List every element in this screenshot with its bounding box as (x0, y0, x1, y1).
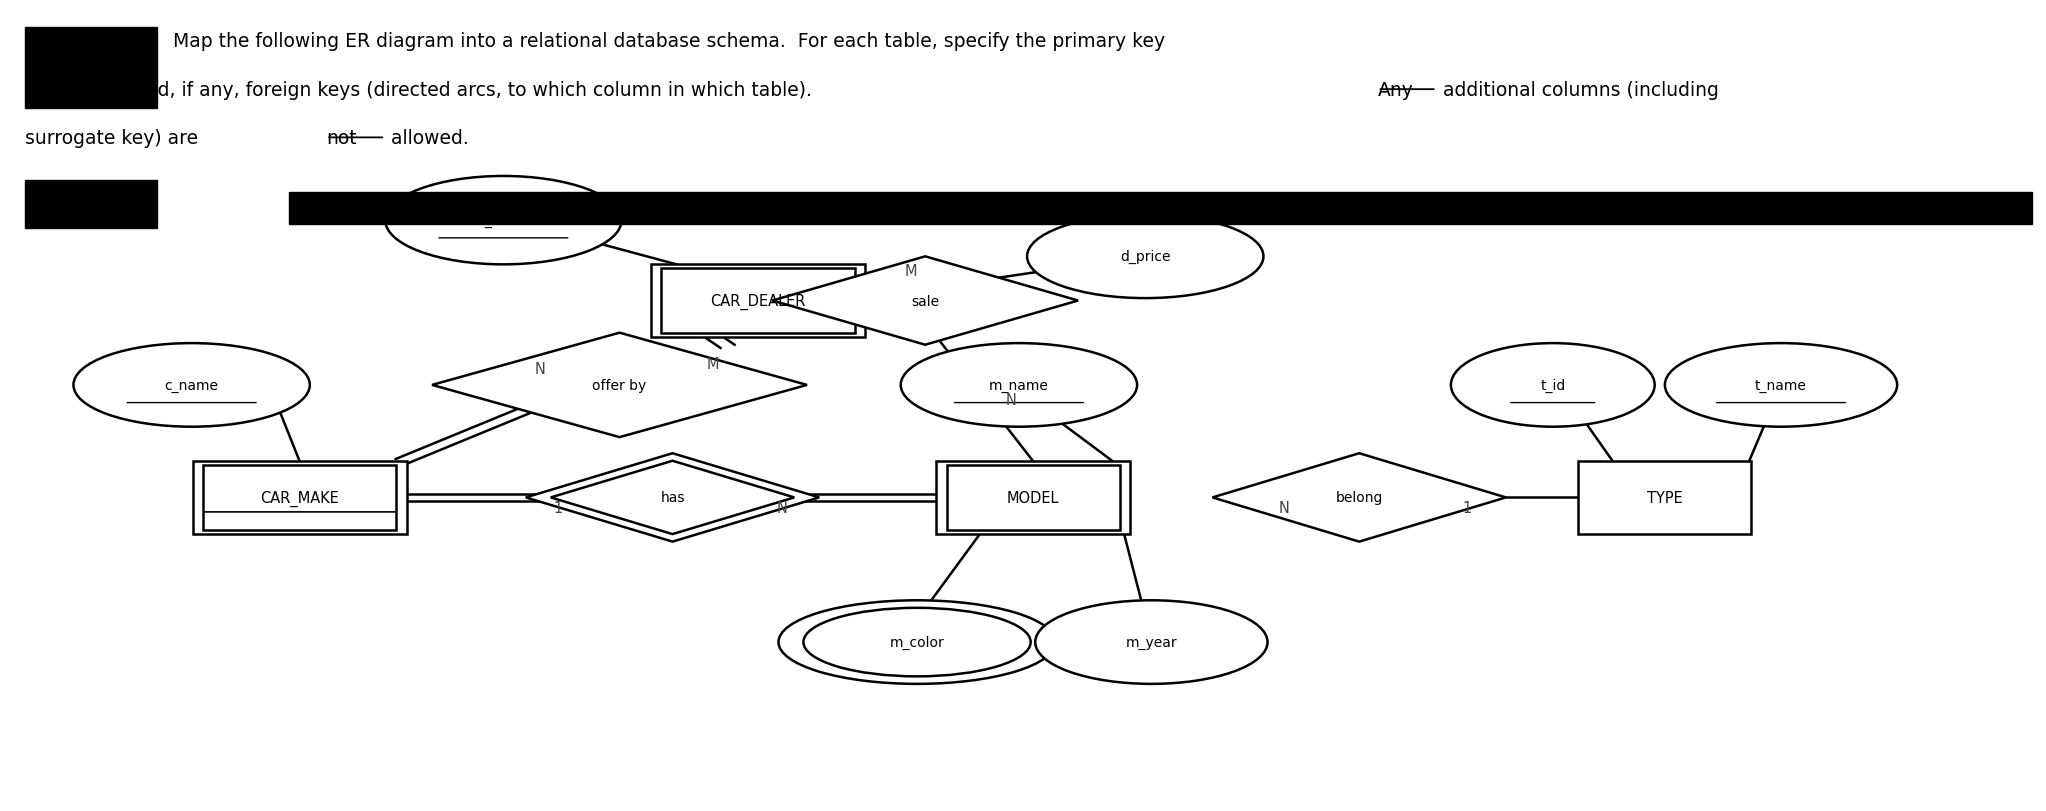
Bar (947, 466, 1119, 530)
Bar (203, 466, 397, 530)
Text: N: N (1005, 393, 1017, 407)
Text: c_name: c_name (164, 379, 219, 393)
Text: t_id: t_id (1541, 379, 1565, 393)
Text: not: not (325, 129, 356, 148)
Text: d_name: d_name (477, 214, 532, 228)
Bar (661, 269, 855, 333)
Text: additional columns (including: additional columns (including (1436, 80, 1719, 100)
Text: N: N (777, 500, 788, 515)
Text: m_color: m_color (890, 635, 945, 650)
Polygon shape (1213, 453, 1506, 542)
Ellipse shape (777, 601, 1056, 684)
Ellipse shape (74, 344, 309, 427)
Text: MODEL: MODEL (1007, 491, 1060, 505)
Text: M: M (708, 356, 720, 371)
Bar (651, 265, 865, 337)
Text: M: M (904, 264, 917, 279)
Text: sale: sale (910, 294, 939, 308)
Bar (288, 193, 2032, 225)
Text: allowed.: allowed. (385, 129, 469, 148)
Bar (1577, 461, 1751, 534)
Text: d_price: d_price (1119, 250, 1170, 264)
Text: CAR_DEALER: CAR_DEALER (710, 293, 806, 309)
Ellipse shape (385, 177, 622, 265)
Text: TYPE: TYPE (1647, 491, 1682, 505)
Polygon shape (432, 333, 806, 438)
Ellipse shape (1451, 344, 1655, 427)
Bar (937, 461, 1129, 534)
Text: offer by: offer by (593, 379, 647, 393)
Text: Any: Any (1377, 80, 1414, 100)
Polygon shape (526, 453, 818, 542)
Text: t_name: t_name (1755, 379, 1807, 393)
Bar (192, 461, 407, 534)
Text: belong: belong (1336, 491, 1383, 504)
Text: Map the following ER diagram into a relational database schema.  For each table,: Map the following ER diagram into a rela… (174, 32, 1166, 51)
Ellipse shape (1665, 344, 1897, 427)
Text: m_name: m_name (988, 379, 1050, 393)
Text: 1: 1 (1463, 500, 1471, 515)
Text: m_year: m_year (1125, 635, 1176, 650)
Text: N: N (1279, 500, 1289, 515)
Bar (25, 181, 158, 229)
Text: (underline) and, if any, foreign keys (directed arcs, to which column in which t: (underline) and, if any, foreign keys (d… (25, 80, 822, 100)
Text: 1: 1 (554, 500, 563, 515)
Text: surrogate key) are: surrogate key) are (25, 129, 205, 148)
Text: has: has (661, 491, 685, 504)
Text: CAR_MAKE: CAR_MAKE (260, 490, 340, 506)
Ellipse shape (900, 344, 1138, 427)
Ellipse shape (1035, 601, 1269, 684)
Bar (25, 28, 158, 109)
Text: N: N (534, 362, 546, 377)
Ellipse shape (1027, 215, 1264, 298)
Polygon shape (773, 257, 1078, 345)
